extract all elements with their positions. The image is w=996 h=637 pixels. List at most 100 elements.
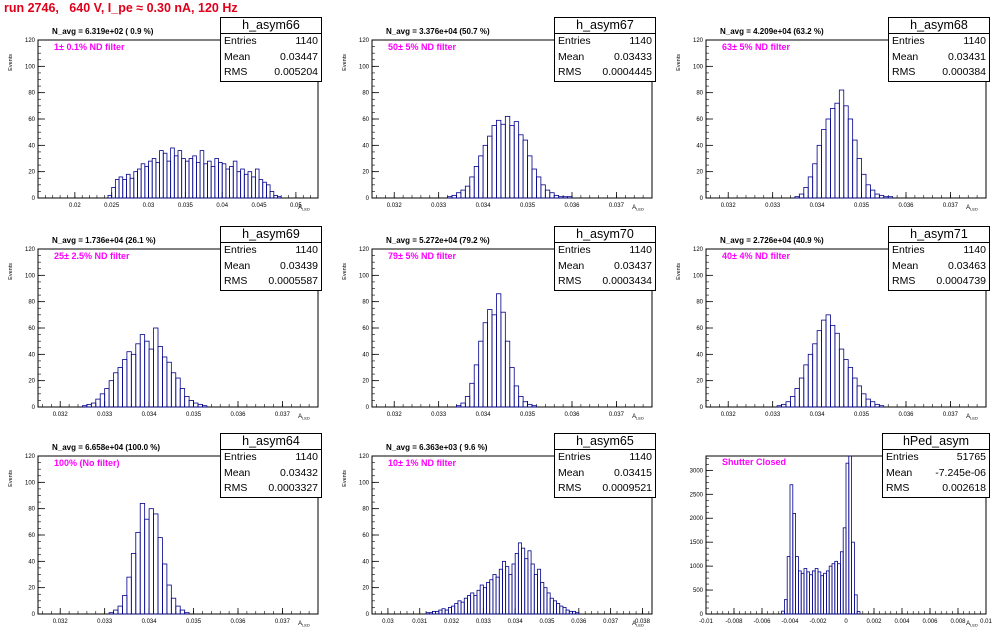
stats-value-rms: 0.000384 xyxy=(942,66,986,78)
stats-box: h_asym67 Entries 1140 Mean 0.03433 RMS 0.00044… xyxy=(554,17,656,82)
histogram-bin xyxy=(170,147,175,199)
histogram-bin xyxy=(113,609,119,615)
histogram-bin xyxy=(853,594,858,615)
x-tick-label: 0.036 xyxy=(571,619,587,625)
histogram-bins xyxy=(781,455,861,615)
histogram-bin xyxy=(575,612,580,615)
y-tick-label: 40 xyxy=(28,559,35,565)
y-tick-label: 120 xyxy=(693,247,704,253)
histogram-bin xyxy=(126,351,132,408)
histogram-panel-h_asym68: 0 20 40 60 80 100 120 0.032 0.033 0.034 0.035 0.036… xyxy=(668,16,996,221)
y-tick-label: 0 xyxy=(700,196,704,202)
histogram-bin xyxy=(814,568,819,615)
x-tick-label: 0.025 xyxy=(104,203,120,209)
histogram-bin xyxy=(254,168,260,199)
histogram-bin xyxy=(184,160,190,199)
histogram-bin xyxy=(451,605,456,615)
histogram-bins xyxy=(107,147,282,199)
histogram-bin xyxy=(491,314,497,408)
y-tick-label: 120 xyxy=(693,38,704,44)
histogram-name: h_asym70 xyxy=(555,227,655,243)
histogram-bin xyxy=(803,568,808,615)
histogram-bin xyxy=(518,134,524,199)
histogram-bin xyxy=(476,589,481,615)
histogram-bin xyxy=(464,396,471,408)
histogram-bin xyxy=(794,388,800,408)
filter-annotation: 10± 1% ND filter xyxy=(388,458,456,468)
histogram-bin xyxy=(537,568,542,615)
histogram-bin xyxy=(435,610,440,615)
histogram-bin xyxy=(221,163,227,199)
histogram-name: h_asym69 xyxy=(221,227,321,243)
histogram-bin xyxy=(812,163,818,199)
histogram-bin xyxy=(776,405,782,408)
stats-label-mean: Mean xyxy=(558,466,585,479)
histogram-bin xyxy=(214,158,219,199)
histogram-bin xyxy=(159,150,164,199)
filter-annotation: 40± 4% ND filter xyxy=(722,251,790,261)
x-tick-label: 0.03 xyxy=(143,203,155,209)
y-tick-label: 120 xyxy=(359,454,370,460)
histogram-bin xyxy=(469,382,475,408)
histogram-bins xyxy=(108,503,190,615)
histogram-bin xyxy=(834,560,839,615)
histogram-bin xyxy=(848,455,853,615)
histogram-bin xyxy=(447,607,452,615)
stats-row-mean: Mean 0.03439 xyxy=(221,259,321,275)
histogram-bin xyxy=(792,513,797,615)
histogram-bin xyxy=(807,353,814,408)
histogram-bin xyxy=(521,547,526,615)
histogram-bin xyxy=(803,364,809,408)
histogram-bins xyxy=(447,115,573,199)
histogram-bin xyxy=(825,118,831,199)
histogram-bin xyxy=(513,385,520,408)
stats-label-entries: Entries xyxy=(224,35,257,47)
histogram-bin xyxy=(139,334,146,408)
y-axis-label: Events xyxy=(8,470,14,487)
histogram-bin xyxy=(834,102,840,199)
histogram-bin xyxy=(838,348,845,408)
histogram-bin xyxy=(513,121,520,199)
histogram-bin xyxy=(496,119,502,199)
histogram-bin xyxy=(170,372,177,408)
histogram-panel-h_asym65: 0 20 40 60 80 100 120 0.03 0.031 0.032 0.033 0.034 0… xyxy=(334,432,662,637)
y-tick-label: 1500 xyxy=(690,540,704,546)
stats-value-mean: 0.03439 xyxy=(280,259,318,272)
stats-label-mean: Mean xyxy=(558,50,585,63)
histogram-bin xyxy=(199,150,205,199)
histogram-bin xyxy=(491,125,497,199)
histogram-bin xyxy=(556,603,561,615)
histogram-bin xyxy=(269,191,275,199)
histogram-bin xyxy=(192,155,197,199)
stats-value-mean: 0.03447 xyxy=(280,50,318,63)
histogram-panel-h_asym67: 0 20 40 60 80 100 120 0.032 0.033 0.034 0.035 0.036… xyxy=(334,16,662,221)
x-tick-label: 0.035 xyxy=(186,619,202,625)
stats-row-rms: RMS 0.0005587 xyxy=(221,274,321,290)
stats-value-rms: 0.0003327 xyxy=(268,482,318,494)
y-tick-label: 120 xyxy=(359,38,370,44)
x-tick-label: 0.037 xyxy=(275,412,291,418)
histogram-bin xyxy=(527,550,532,615)
stats-row-rms: RMS 0.005204 xyxy=(221,65,321,81)
stats-value-rms: 0.0003434 xyxy=(602,275,652,287)
histogram-bin xyxy=(562,607,567,615)
histogram-bin xyxy=(820,575,825,615)
x-tick-label: 0.002 xyxy=(866,619,882,625)
stats-row-mean: Mean 0.03432 xyxy=(221,466,321,482)
histogram-bin xyxy=(553,194,560,199)
histogram-bin xyxy=(500,123,506,199)
histogram-bin xyxy=(790,396,796,408)
y-tick-label: 80 xyxy=(28,91,35,97)
histogram-bin xyxy=(798,377,805,408)
x-tick-label: 0.032 xyxy=(53,412,69,418)
histogram-bin xyxy=(157,346,163,408)
histogram-bin xyxy=(478,155,484,199)
x-tick-label: 0.032 xyxy=(387,203,403,209)
histogram-bin xyxy=(508,574,513,615)
histogram-bin xyxy=(509,125,515,199)
x-tick-label: -0.008 xyxy=(725,619,743,625)
histogram-bin xyxy=(789,484,794,615)
histogram-bin xyxy=(432,610,437,615)
histogram-bin xyxy=(482,587,487,615)
histogram-bin xyxy=(173,155,179,199)
